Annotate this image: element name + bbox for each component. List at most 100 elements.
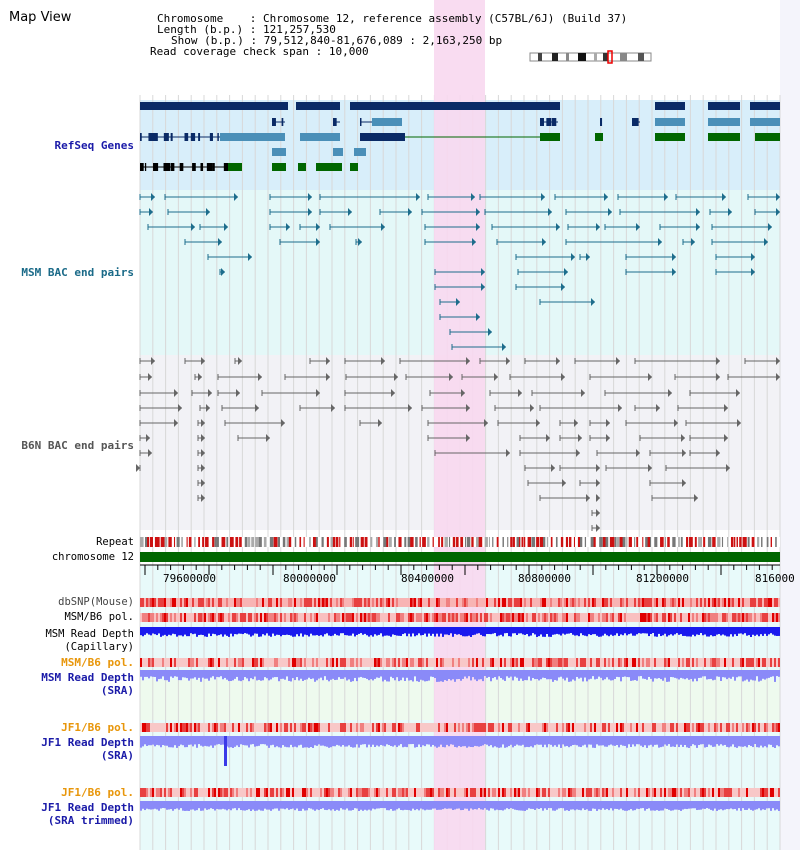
depth-bar <box>648 670 650 677</box>
heat-cell <box>282 598 284 607</box>
depth-bar <box>534 670 536 680</box>
depth-bar <box>546 801 548 810</box>
heat-cell <box>240 598 242 607</box>
track-label-refseq[interactable]: RefSeq Genes <box>54 139 134 152</box>
depth-bar <box>520 801 522 811</box>
heat-cell <box>660 723 662 732</box>
heat-cell <box>420 598 422 607</box>
track-label-msm-depth-capillary[interactable]: MSM Read Depth (Capillary) <box>2 628 134 654</box>
track-label-repeat[interactable]: Repeat <box>96 536 134 548</box>
depth-bar <box>154 736 156 747</box>
depth-bar <box>364 627 366 634</box>
depth-bar <box>494 627 496 634</box>
heat-cell <box>620 598 622 607</box>
heat-cell <box>370 658 372 667</box>
depth-bar <box>342 670 344 679</box>
heat-cell <box>488 613 490 622</box>
depth-bar <box>142 670 144 681</box>
heat-cell <box>260 598 262 607</box>
bac-end-arrow <box>331 404 335 412</box>
heat-cell <box>746 598 748 607</box>
depth-bar <box>410 736 412 745</box>
repeat-mark <box>751 537 755 547</box>
depth-bar <box>164 801 166 809</box>
heat-cell <box>170 788 172 797</box>
heat-cell <box>316 723 318 732</box>
depth-bar <box>382 736 384 746</box>
heat-cell <box>748 658 750 667</box>
heat-cell <box>740 598 742 607</box>
heat-cell <box>444 613 446 622</box>
heat-cell <box>306 788 308 797</box>
depth-bar <box>590 801 592 811</box>
depth-bar <box>764 627 766 634</box>
heat-cell <box>682 658 684 667</box>
depth-bar <box>688 670 690 680</box>
repeat-mark <box>186 537 188 547</box>
depth-bar <box>768 736 770 745</box>
heat-cell <box>532 723 534 732</box>
depth-bar <box>190 736 192 745</box>
depth-bar <box>196 736 198 748</box>
heat-cell <box>446 658 448 667</box>
track-label-dbsnp[interactable]: dbSNP(Mouse) <box>58 596 134 608</box>
bac-end-arrow <box>578 434 582 442</box>
repeat-mark <box>642 537 644 547</box>
bac-end-arrow <box>148 449 152 457</box>
depth-bar <box>316 801 318 810</box>
heat-cell <box>744 658 746 667</box>
track-label-jf1-pol-trimmed[interactable]: JF1/B6 pol. <box>61 786 134 799</box>
depth-bar <box>148 670 150 679</box>
heat-cell <box>310 723 312 732</box>
depth-bar <box>198 736 200 745</box>
heat-cell <box>380 658 382 667</box>
heat-cell <box>348 788 350 797</box>
heat-cell <box>154 658 156 667</box>
heat-cell <box>432 613 434 622</box>
track-label-msm-bac[interactable]: MSM BAC end pairs <box>21 266 134 279</box>
track-label-msm-pol-sra[interactable]: MSM/B6 pol. <box>61 656 134 669</box>
bac-end-arrow <box>574 419 578 427</box>
depth-bar <box>144 627 146 635</box>
heat-cell <box>378 723 380 732</box>
track-label-msm-pol-capillary[interactable]: MSM/B6 pol. <box>64 611 134 623</box>
track-label-msm-depth-sra[interactable]: MSM Read Depth (SRA) <box>2 671 134 697</box>
heat-cell <box>280 788 282 797</box>
depth-bar <box>148 627 150 635</box>
depth-bar <box>228 670 230 682</box>
heat-cell <box>286 723 288 732</box>
track-label-jf1-pol-sra[interactable]: JF1/B6 pol. <box>61 721 134 734</box>
heat-cell <box>298 723 300 732</box>
depth-bar <box>462 670 464 679</box>
heat-cell <box>722 613 724 622</box>
heat-cell <box>238 658 240 667</box>
heat-cell <box>664 723 666 732</box>
gene-block <box>350 102 560 110</box>
depth-bar <box>464 627 466 637</box>
depth-bar <box>690 670 692 679</box>
track-label-jf1-depth-sra[interactable]: JF1 Read Depth (SRA) <box>2 736 134 762</box>
depth-bar <box>518 801 520 811</box>
heat-cell <box>636 658 638 667</box>
heat-cell <box>348 598 350 607</box>
depth-bar <box>722 736 724 746</box>
depth-bar <box>714 627 716 637</box>
heat-cell <box>344 723 346 732</box>
heat-cell <box>388 723 390 732</box>
heat-cell <box>552 598 554 607</box>
track-label-jf1-depth-trimmed[interactable]: JF1 Read Depth (SRA trimmed) <box>2 801 134 827</box>
heat-cell <box>678 613 680 622</box>
depth-bar <box>684 627 686 636</box>
heat-cell <box>450 788 452 797</box>
track-label-b6n-bac[interactable]: B6N BAC end pairs <box>21 439 134 452</box>
heat-cell <box>514 613 516 622</box>
depth-bar <box>746 627 748 636</box>
depth-bar <box>686 736 688 748</box>
depth-bar <box>280 736 282 748</box>
depth-bar <box>236 736 238 746</box>
bac-end-arrow <box>461 389 465 397</box>
depth-bar <box>426 736 428 745</box>
depth-bar <box>324 627 326 635</box>
heat-cell <box>368 658 370 667</box>
